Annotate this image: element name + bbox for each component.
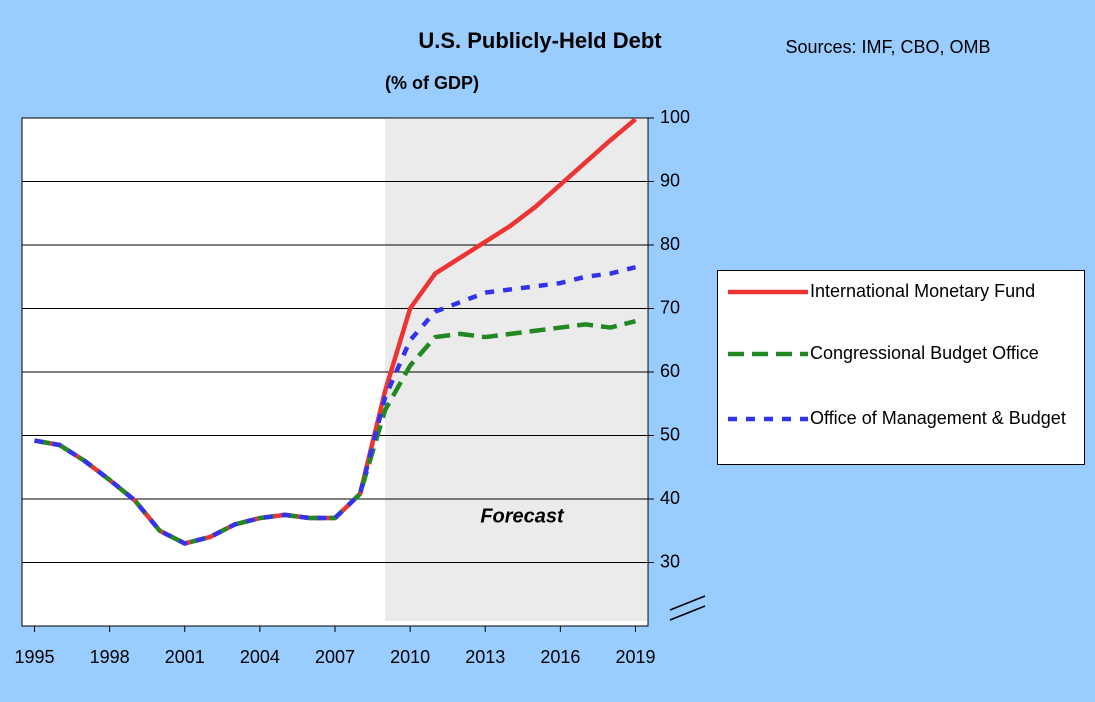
x-tick-label: 2016 bbox=[540, 647, 580, 667]
legend: International Monetary Fund Congressional… bbox=[717, 270, 1085, 465]
y-tick-label: 40 bbox=[660, 488, 680, 508]
y-tick-label: 80 bbox=[660, 234, 680, 254]
legend-label: Office of Management & Budget bbox=[810, 408, 1066, 428]
legend-label: Congressional Budget Office bbox=[810, 343, 1039, 363]
x-tick-label: 2004 bbox=[240, 647, 280, 667]
chart-title: U.S. Publicly-Held Debt bbox=[418, 28, 662, 53]
y-tick-label: 60 bbox=[660, 361, 680, 381]
legend-swatch bbox=[728, 416, 808, 422]
y-tick-label: 70 bbox=[660, 297, 680, 317]
axis-break bbox=[669, 595, 706, 611]
x-tick-label: 1995 bbox=[14, 647, 54, 667]
chart-subtitle: (% of GDP) bbox=[385, 73, 479, 93]
y-tick-label: 50 bbox=[660, 424, 680, 444]
series-line bbox=[34, 319, 637, 546]
y-tick-label: 90 bbox=[660, 170, 680, 190]
x-tick-label: 2019 bbox=[615, 647, 655, 667]
forecast-label: Forecast bbox=[480, 505, 565, 527]
forecast-region bbox=[385, 119, 647, 621]
legend-swatch bbox=[728, 289, 808, 295]
source: Sources: IMF, CBO, OMB bbox=[785, 37, 990, 57]
x-tick-label: 2013 bbox=[465, 647, 505, 667]
x-tick-label: 2007 bbox=[315, 647, 355, 667]
y-tick-label: 100 bbox=[660, 107, 690, 127]
axis-break bbox=[669, 605, 706, 621]
legend-swatch bbox=[728, 351, 808, 357]
x-tick-label: 2010 bbox=[390, 647, 430, 667]
x-tick-label: 2001 bbox=[165, 647, 205, 667]
y-tick-label: 30 bbox=[660, 551, 680, 571]
legend-label: International Monetary Fund bbox=[810, 281, 1036, 301]
x-tick-label: 1998 bbox=[90, 647, 130, 667]
